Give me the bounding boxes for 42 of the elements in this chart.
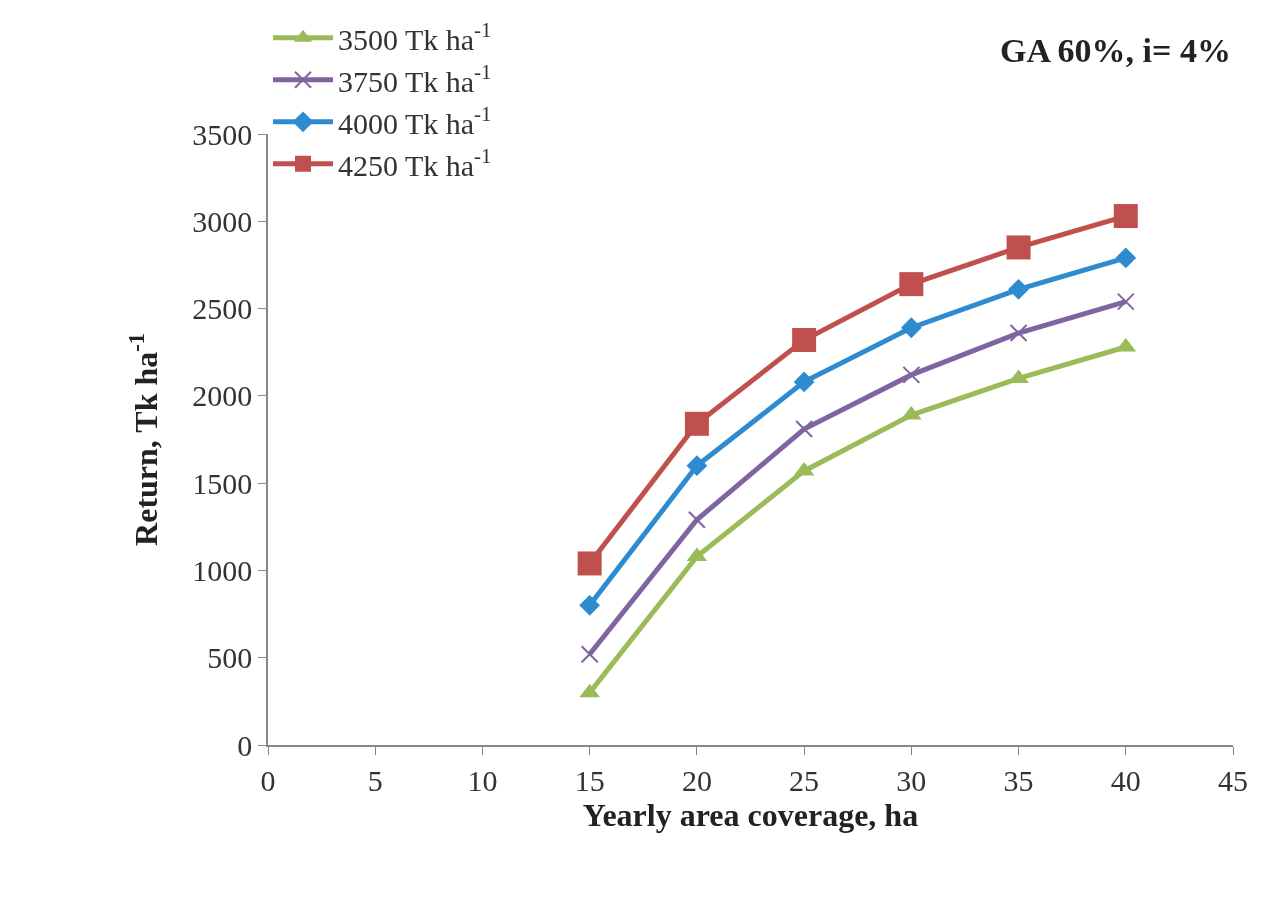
x-tick-label: 10 bbox=[467, 763, 498, 797]
y-tick-label: 3500 bbox=[192, 117, 253, 151]
x-tick-label: 45 bbox=[1218, 763, 1248, 797]
point bbox=[792, 327, 817, 352]
point bbox=[793, 371, 815, 393]
legend-label: 3750 Tk ha$^{-1}$ bbox=[338, 59, 492, 98]
y-tick-label: 2500 bbox=[192, 292, 253, 326]
point bbox=[1008, 278, 1029, 300]
point bbox=[686, 455, 708, 477]
x-tick-label: 20 bbox=[681, 763, 712, 797]
point bbox=[1009, 324, 1028, 343]
point bbox=[577, 551, 602, 576]
point bbox=[687, 510, 706, 529]
point bbox=[899, 272, 924, 297]
text: GA 60%, i= 4% bbox=[1000, 32, 1231, 69]
x-tick-label: 0 bbox=[260, 763, 276, 797]
x-tick-label: 30 bbox=[896, 763, 927, 797]
y-tick-label: 2000 bbox=[192, 379, 253, 413]
x-tick-label: 5 bbox=[367, 763, 383, 797]
point bbox=[795, 420, 814, 439]
point bbox=[1115, 247, 1137, 269]
point bbox=[1006, 235, 1031, 260]
y-tick-label: 1000 bbox=[192, 553, 253, 587]
y-tick-label: 1500 bbox=[192, 466, 253, 500]
point bbox=[579, 594, 601, 616]
y-tick-label: 500 bbox=[207, 641, 253, 675]
y-tick-label: 3000 bbox=[192, 204, 253, 238]
x-tick-label: 15 bbox=[574, 763, 605, 797]
point bbox=[580, 645, 599, 664]
point bbox=[684, 411, 709, 436]
point bbox=[1113, 204, 1138, 229]
legend-label: 4250 Tk ha$^{-1}$ bbox=[338, 143, 492, 182]
x-axis-title: Yearly area coverage, ha bbox=[582, 796, 919, 833]
point bbox=[1116, 292, 1135, 311]
legend-label: 4000 Tk ha$^{-1}$ bbox=[338, 101, 492, 140]
point bbox=[902, 365, 921, 384]
x-tick-label: 40 bbox=[1110, 763, 1141, 797]
point bbox=[900, 317, 922, 339]
x-tick-label: 25 bbox=[789, 763, 820, 797]
y-tick-label: 0 bbox=[237, 728, 253, 762]
legend-label: 3500 Tk ha$^{-1}$ bbox=[338, 17, 492, 56]
x-tick-label: 35 bbox=[1003, 763, 1034, 797]
